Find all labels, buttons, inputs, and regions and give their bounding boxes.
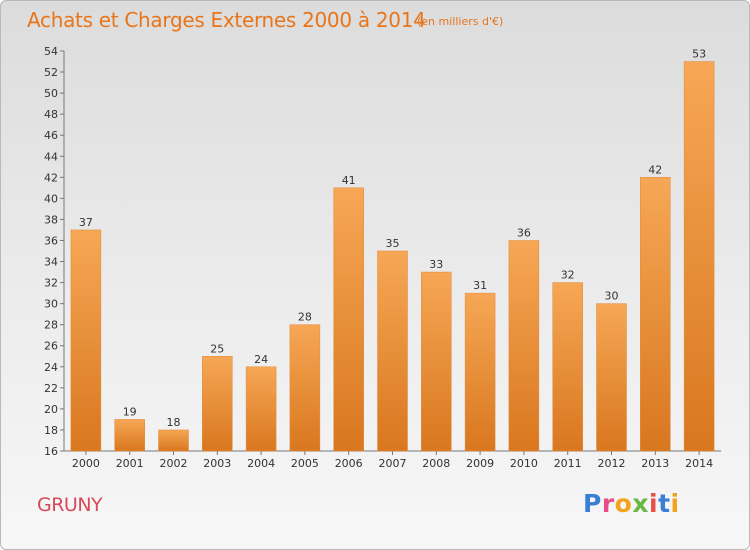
x-tick-label: 2007 [379, 457, 407, 470]
bar-2001 [114, 419, 145, 452]
bar-2011 [552, 282, 583, 452]
bar-2009 [464, 292, 496, 452]
x-tick-label: 2010 [510, 457, 538, 470]
logo-letter: P [583, 489, 602, 518]
value-label-2008: 33 [429, 258, 443, 271]
y-tick-label: 42 [44, 171, 58, 184]
y-tick-label: 48 [44, 108, 58, 121]
x-tick-label: 2006 [335, 457, 363, 470]
y-tick-label: 50 [44, 87, 58, 100]
x-tick-label: 2000 [72, 457, 100, 470]
y-tick-label: 32 [44, 277, 58, 290]
logo-letter: r [601, 489, 615, 518]
y-tick-label: 28 [44, 319, 58, 332]
bar-2004 [245, 366, 277, 452]
commune-name: GRUNY [37, 494, 103, 516]
logo-letter: t [658, 489, 671, 518]
bars [70, 61, 715, 452]
y-tick-label: 16 [44, 445, 58, 458]
y-tick-label: 34 [44, 256, 58, 269]
value-label-2002: 18 [167, 416, 181, 429]
y-tick-label: 46 [44, 129, 58, 142]
x-tick-label: 2011 [554, 457, 582, 470]
bar-2003 [202, 356, 233, 452]
value-label-2006: 41 [342, 174, 356, 187]
value-label-2014: 53 [692, 48, 706, 61]
x-tick-label: 2001 [116, 457, 144, 470]
y-tick-label: 20 [44, 403, 58, 416]
x-tick-label: 2014 [685, 457, 713, 470]
y-axis: 16 18 20 22 24 26 28 30 32 34 36 38 40 42 44 46 48 50 52 54 [44, 45, 65, 458]
value-label-2003: 25 [210, 342, 224, 355]
bar-2013 [640, 177, 671, 452]
value-label-2012: 30 [605, 290, 619, 303]
bar-2014 [683, 61, 715, 452]
y-tick-label: 18 [44, 424, 58, 437]
x-tick-label: 2009 [466, 457, 494, 470]
value-label-2004: 24 [254, 353, 268, 366]
bar-2008 [421, 271, 452, 452]
logo-letter: i [670, 489, 680, 518]
x-tick-label: 2002 [160, 457, 188, 470]
y-tick-label: 36 [44, 234, 58, 247]
y-tick-label: 52 [44, 66, 58, 79]
value-label-2007: 35 [386, 237, 400, 250]
y-tick-label: 22 [44, 382, 58, 395]
value-label-2005: 28 [298, 311, 312, 324]
value-label-2001: 19 [123, 405, 137, 418]
y-tick-label: 54 [44, 45, 58, 58]
value-label-2009: 31 [473, 279, 487, 292]
value-label-2010: 36 [517, 226, 531, 239]
bar-2000 [70, 229, 102, 452]
x-tick-label: 2013 [641, 457, 669, 470]
x-tick-label: 2012 [598, 457, 626, 470]
y-tick-label: 44 [44, 150, 58, 163]
y-tick-label: 38 [44, 213, 58, 226]
x-tick-label: 2008 [422, 457, 450, 470]
logo-letter: i [649, 489, 659, 518]
y-tick-label: 24 [44, 361, 58, 374]
y-tick-label: 30 [44, 298, 58, 311]
bar-2012 [596, 303, 627, 452]
proxiti-logo[interactable]: Proxiti [583, 489, 680, 518]
value-label-2011: 32 [561, 269, 575, 282]
logo-letter: x [632, 489, 649, 518]
bar-2005 [289, 324, 321, 452]
x-tick-label: 2003 [203, 457, 231, 470]
x-tick-label: 2004 [247, 457, 275, 470]
x-axis: 2000 2001 2002 2003 2004 2005 2006 2007 2008 2009… [64, 450, 721, 470]
value-labels: 37 19 18 25 24 28 41 35 33 31 36 32 30 42 53 [79, 48, 706, 429]
bar-2007 [377, 250, 408, 452]
value-label-2013: 42 [648, 163, 662, 176]
chart-subtitle: (en milliers d'€) [417, 15, 504, 28]
y-tick-label: 26 [44, 340, 58, 353]
bar-2002 [158, 429, 189, 452]
value-label-2000: 37 [79, 216, 93, 229]
x-tick-label: 2005 [291, 457, 319, 470]
chart-title: Achats et Charges Externes 2000 à 2014 [27, 8, 426, 32]
y-tick-label: 40 [44, 192, 58, 205]
bar-2010 [508, 240, 540, 452]
bar-2006 [333, 187, 364, 452]
logo-letter: o [614, 489, 633, 518]
